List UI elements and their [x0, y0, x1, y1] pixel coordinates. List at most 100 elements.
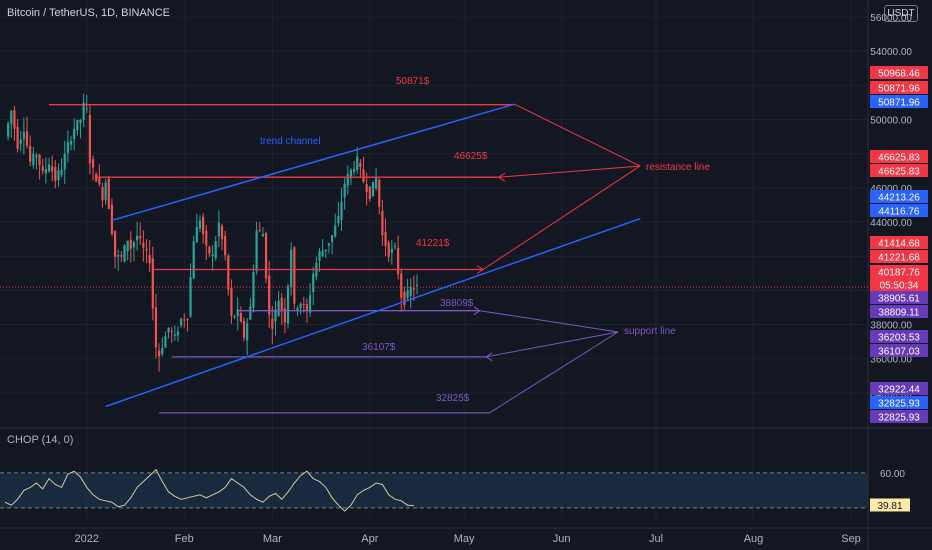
candle-body [302, 303, 305, 305]
level-label: 46625$ [454, 151, 488, 162]
candle-body [205, 230, 208, 246]
candle-body [406, 290, 409, 298]
price-label-bg [870, 278, 928, 291]
candle-body [110, 204, 114, 235]
candle-body [85, 108, 88, 110]
candle-body [381, 210, 384, 236]
price-label-bg [870, 344, 928, 357]
candle-body [10, 110, 13, 125]
candle-body [286, 285, 290, 324]
candle-body [283, 308, 287, 323]
candle-body [293, 247, 296, 304]
chop-indicator-title[interactable]: CHOP (14, 0) [7, 434, 74, 446]
candle-body [132, 242, 136, 248]
support-callout [489, 331, 619, 414]
candle-body [25, 131, 29, 146]
candle-body [400, 273, 403, 298]
price-label: 40187.76 [878, 268, 920, 279]
candle-body [334, 225, 337, 237]
candle-body [76, 119, 79, 131]
resistance-line-label: resistance line [646, 162, 710, 173]
candle-body [375, 177, 378, 189]
price-label-bg [870, 396, 928, 409]
price-label: 46625.83 [878, 167, 920, 178]
price-label-bg [870, 150, 928, 163]
candle-body [154, 307, 158, 348]
support-callout [479, 310, 619, 333]
price-label: 36203.53 [878, 333, 920, 344]
candle-body [349, 169, 353, 179]
candle-body [368, 186, 371, 199]
candle-body [346, 174, 349, 186]
candle-body [13, 110, 16, 129]
candle-body [148, 255, 151, 264]
candle-body [299, 303, 302, 309]
candle-body [412, 288, 415, 290]
candle-body [255, 230, 258, 272]
trend-channel-upper [111, 103, 515, 222]
candle-body [211, 254, 214, 256]
price-label-bg [870, 95, 928, 108]
candle-body [327, 243, 331, 246]
candle-body [356, 156, 359, 170]
candle-body [239, 312, 242, 322]
price-label: 44213.26 [878, 193, 920, 204]
candle-body [29, 145, 32, 162]
candle-body [249, 306, 252, 320]
candle-body [41, 166, 44, 171]
trend-channel-label: trend channel [260, 136, 321, 147]
price-label-bg [870, 66, 928, 79]
price-label-bg [870, 236, 928, 249]
candle-body [387, 242, 390, 257]
level-label: 38809$ [440, 298, 474, 309]
candle-body [378, 179, 381, 207]
candle-body [173, 334, 176, 336]
candle-body [113, 230, 117, 257]
price-label: 50871.96 [878, 84, 920, 95]
candle-body [224, 236, 227, 256]
candle-body [107, 178, 110, 209]
candle-body [142, 242, 145, 248]
candle-body [397, 247, 400, 275]
candle-body [208, 246, 211, 254]
candle-body [164, 336, 167, 348]
candle-body [280, 297, 283, 311]
price-label-bg [870, 330, 928, 343]
price-label: 50968.46 [878, 69, 920, 80]
candle-body [91, 159, 95, 168]
trend-channel-lower [105, 217, 641, 408]
candle-body [227, 255, 230, 290]
candle-body [151, 258, 154, 309]
chart-title: Bitcoin / TetherUS, 1D, BINANCE [7, 7, 171, 19]
candle-body [390, 248, 393, 253]
candle-body [44, 169, 47, 174]
candle-body [277, 300, 280, 316]
price-label: 38905.61 [878, 294, 920, 305]
chop-level-label: 60.00 [880, 469, 905, 480]
candle-body [186, 319, 189, 321]
time-axis-label: Aug [744, 533, 764, 545]
candle-body [290, 249, 293, 288]
candle-body [242, 321, 246, 338]
candle-body [123, 245, 126, 262]
candle-body [330, 235, 334, 243]
candle-body [403, 291, 406, 305]
currency-button[interactable]: USDT [884, 5, 918, 22]
price-label-bg [870, 291, 928, 304]
candle-body [19, 139, 22, 144]
candle-body [340, 201, 343, 221]
candle-body [384, 231, 387, 246]
time-axis-label: Apr [361, 533, 378, 545]
candle-body [189, 277, 192, 317]
time-axis-label: Feb [175, 533, 194, 545]
candle-body [233, 316, 236, 318]
price-tick-label: 56000.00 [870, 13, 912, 24]
arrow-head [473, 306, 481, 316]
candle-body [170, 330, 173, 332]
chop-current-label: 39.81 [877, 501, 902, 512]
price-label: 41414.68 [878, 239, 920, 250]
candle-body [296, 307, 299, 312]
price-tick-label: 44000.00 [870, 218, 912, 229]
price-label: 36107.03 [878, 347, 920, 358]
